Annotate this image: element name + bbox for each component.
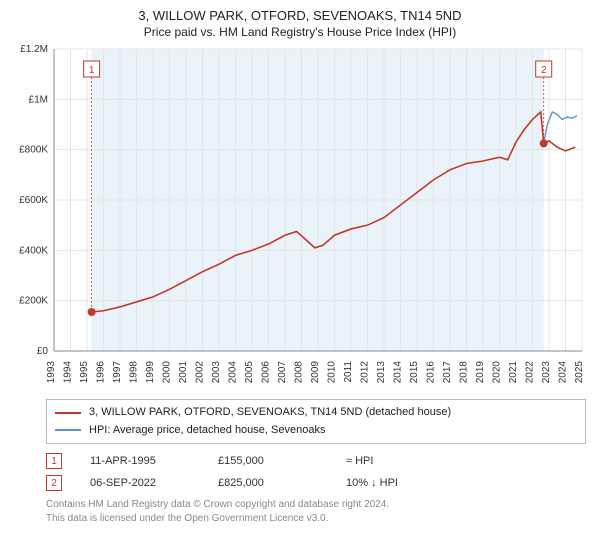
legend-item-1: 3, WILLOW PARK, OTFORD, SEVENOAKS, TN14 … — [55, 404, 577, 422]
svg-text:1996: 1996 — [96, 361, 107, 384]
footer: Contains HM Land Registry data © Crown c… — [46, 498, 586, 525]
svg-text:2010: 2010 — [327, 361, 338, 384]
page-subtitle: Price paid vs. HM Land Registry's House … — [12, 25, 588, 39]
svg-text:2007: 2007 — [277, 361, 288, 384]
legend-item-2: HPI: Average price, detached house, Seve… — [55, 422, 577, 440]
svg-text:£0: £0 — [37, 346, 49, 357]
svg-text:2001: 2001 — [178, 361, 189, 384]
legend-label-2: HPI: Average price, detached house, Seve… — [89, 422, 325, 440]
legend: 3, WILLOW PARK, OTFORD, SEVENOAKS, TN14 … — [46, 399, 586, 444]
svg-text:2005: 2005 — [244, 361, 255, 384]
svg-text:2019: 2019 — [475, 361, 486, 384]
page-title: 3, WILLOW PARK, OTFORD, SEVENOAKS, TN14 … — [12, 8, 588, 23]
svg-text:2009: 2009 — [310, 361, 321, 384]
svg-text:1994: 1994 — [63, 361, 74, 384]
sale-vs-hpi-2: 10% ↓ HPI — [346, 477, 446, 489]
sale-index-1: 1 — [46, 453, 62, 469]
sale-date-1: 11-APR-1995 — [90, 455, 190, 467]
svg-text:2022: 2022 — [525, 361, 536, 384]
svg-text:2003: 2003 — [211, 361, 222, 384]
svg-text:£200K: £200K — [19, 296, 48, 307]
legend-label-1: 3, WILLOW PARK, OTFORD, SEVENOAKS, TN14 … — [89, 404, 451, 422]
svg-text:£800K: £800K — [19, 145, 48, 156]
svg-text:2012: 2012 — [360, 361, 371, 384]
svg-text:1999: 1999 — [145, 361, 156, 384]
footer-line-1: Contains HM Land Registry data © Crown c… — [46, 498, 586, 512]
svg-text:2013: 2013 — [376, 361, 387, 384]
svg-text:2015: 2015 — [409, 361, 420, 384]
svg-text:2002: 2002 — [195, 361, 206, 384]
svg-text:£1.2M: £1.2M — [20, 45, 48, 55]
svg-text:1: 1 — [89, 65, 95, 76]
svg-text:2016: 2016 — [426, 361, 437, 384]
svg-text:2011: 2011 — [343, 361, 354, 383]
svg-text:2017: 2017 — [442, 361, 453, 384]
svg-text:1995: 1995 — [79, 361, 90, 384]
svg-text:2018: 2018 — [459, 361, 470, 384]
svg-text:2014: 2014 — [393, 361, 404, 384]
footer-line-2: This data is licensed under the Open Gov… — [46, 512, 586, 526]
sale-price-1: £155,000 — [218, 455, 318, 467]
svg-text:2020: 2020 — [492, 361, 503, 384]
svg-text:2023: 2023 — [541, 361, 552, 384]
svg-text:£400K: £400K — [19, 245, 48, 256]
svg-text:2025: 2025 — [574, 361, 585, 384]
chart-svg: £0 £200K £400K £600K £800K £1M £1.2M 1993 1994 19… — [12, 45, 588, 393]
svg-text:2004: 2004 — [228, 361, 239, 384]
sale-date-2: 06-SEP-2022 — [90, 477, 190, 489]
sale-index-2: 2 — [46, 475, 62, 491]
table-row: 1 11-APR-1995 £155,000 ≈ HPI — [46, 450, 586, 472]
svg-text:1998: 1998 — [129, 361, 140, 384]
svg-text:£600K: £600K — [19, 195, 48, 206]
sale-price-2: £825,000 — [218, 477, 318, 489]
svg-text:2021: 2021 — [508, 361, 519, 384]
svg-text:1997: 1997 — [112, 361, 123, 384]
svg-text:2: 2 — [541, 65, 547, 76]
svg-text:2006: 2006 — [261, 361, 272, 384]
svg-text:2000: 2000 — [162, 361, 173, 384]
svg-text:2008: 2008 — [294, 361, 305, 384]
sale-vs-hpi-1: ≈ HPI — [346, 455, 446, 467]
table-row: 2 06-SEP-2022 £825,000 10% ↓ HPI — [46, 472, 586, 494]
sales-table: 1 11-APR-1995 £155,000 ≈ HPI 2 06-SEP-20… — [46, 450, 586, 494]
svg-text:£1M: £1M — [29, 94, 48, 105]
legend-swatch-1 — [55, 412, 81, 414]
chart-area: £0 £200K £400K £600K £800K £1M £1.2M 1993 1994 19… — [12, 45, 588, 393]
svg-text:2024: 2024 — [558, 361, 569, 384]
legend-swatch-2 — [55, 429, 81, 431]
svg-text:1993: 1993 — [46, 361, 57, 384]
